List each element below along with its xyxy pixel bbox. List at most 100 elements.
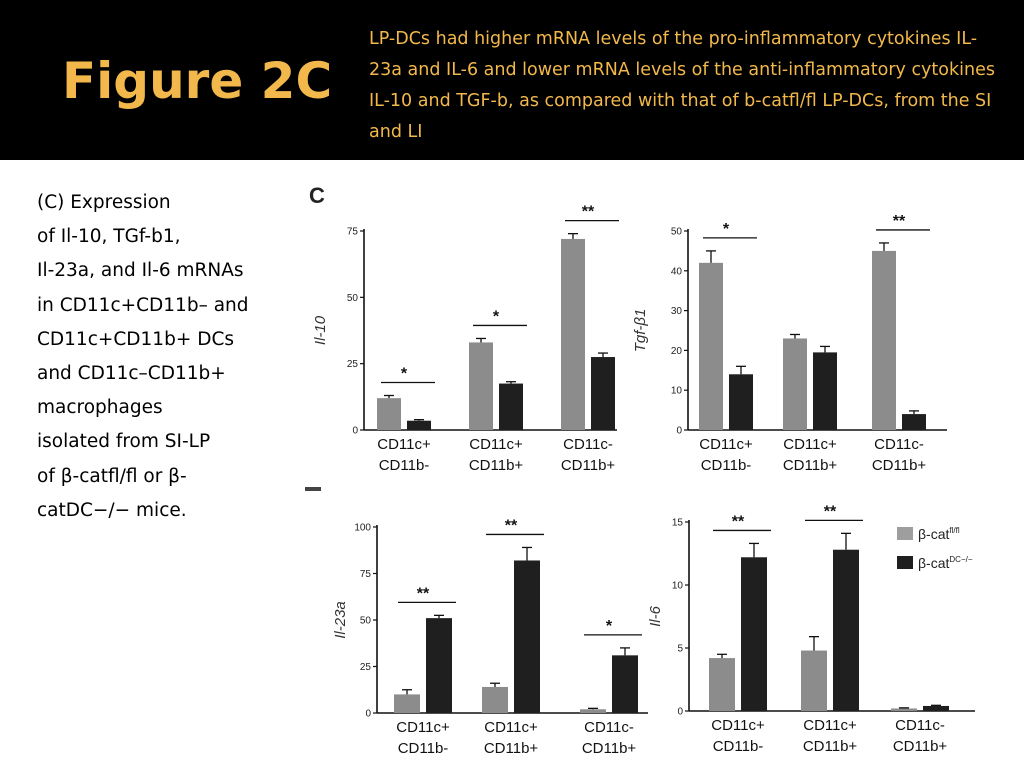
caption-line: Il-23a, and Il-6 mRNAs — [37, 260, 244, 282]
caption-line: catDC−/− mice. — [37, 499, 187, 521]
y-tick-label: 10 — [672, 581, 684, 592]
significance-marker: ** — [505, 517, 518, 534]
category-label: CD11b+ — [469, 457, 524, 474]
y-tick-label: 25 — [347, 359, 359, 370]
y-tick-label: 50 — [347, 293, 359, 304]
bar — [426, 618, 452, 713]
slide-subtitle: LP-DCs had higher mRNA levels of the pro… — [369, 29, 995, 142]
category-label: CD11b- — [379, 457, 430, 474]
y-tick-label: 75 — [347, 227, 359, 238]
category-label: CD11c- — [563, 436, 613, 453]
bar — [407, 420, 431, 430]
y-tick-label: 10 — [671, 386, 683, 397]
bar — [561, 238, 585, 430]
y-tick-label: 40 — [671, 266, 683, 277]
category-label: CD11c+ — [699, 436, 753, 453]
y-tick-label: 15 — [672, 518, 684, 529]
title-bar: Figure 2C LP-DCs had higher mRNA levels … — [0, 0, 1024, 160]
bar — [891, 708, 917, 711]
bar — [783, 338, 807, 430]
category-label: CD11c- — [895, 717, 945, 734]
bar — [729, 374, 753, 430]
chart-panel: 0 25 50 75 100 Il-23a ** CD11c+ CD11b- ** CD11c+ CD… — [332, 517, 648, 757]
cropped-panel-mark — [305, 487, 321, 491]
caption-line: of β-catfl/fl or β- — [37, 465, 187, 487]
bar — [514, 560, 540, 713]
legend: β-catfl/fl β-catDC−/− — [897, 526, 973, 571]
y-tick-label: 0 — [677, 707, 683, 718]
bar — [580, 709, 606, 713]
legend-label-ko: β-catDC−/− — [918, 555, 973, 571]
significance-marker: * — [401, 366, 408, 383]
bar — [709, 658, 735, 711]
category-label: CD11c+ — [783, 436, 837, 453]
category-label: CD11b- — [713, 738, 764, 755]
significance-marker: ** — [824, 503, 837, 520]
category-label: CD11c+ — [803, 717, 857, 734]
category-label: CD11b- — [701, 457, 752, 474]
y-axis-label: Il-10 — [312, 315, 329, 345]
y-tick-label: 50 — [671, 227, 683, 238]
y-tick-label: 25 — [360, 662, 372, 673]
slide-title: Figure 2C — [62, 52, 333, 110]
bar — [499, 383, 523, 430]
y-tick-label: 75 — [360, 569, 372, 580]
caption-line: in CD11c+CD11b– and — [37, 294, 249, 316]
category-label: CD11b- — [398, 740, 449, 757]
category-label: CD11b+ — [783, 457, 838, 474]
significance-marker: ** — [893, 213, 906, 230]
figure-caption: (C) Expression of Il-10, TGf-b1, Il-23a,… — [37, 186, 305, 528]
legend-swatch-flfl — [897, 527, 913, 540]
legend-label-flfl: β-catfl/fl — [918, 526, 960, 542]
bar — [612, 655, 638, 713]
y-tick-label: 5 — [677, 644, 683, 655]
y-tick-label: 20 — [671, 346, 683, 357]
category-label: CD11b+ — [872, 457, 927, 474]
category-label: CD11c- — [584, 719, 634, 736]
bar — [833, 549, 859, 711]
category-label: CD11c- — [874, 436, 924, 453]
bar — [813, 352, 837, 430]
significance-marker: ** — [417, 585, 430, 602]
y-axis-label: Il-23a — [332, 601, 349, 639]
chart-panel: 0 25 50 75 Il-10 * CD11c+ CD11b- * CD11c+ CD11b+ **… — [312, 204, 619, 474]
category-label: CD11b+ — [803, 738, 858, 755]
category-label: CD11b+ — [561, 457, 616, 474]
bar — [923, 705, 949, 711]
category-label: CD11c+ — [377, 436, 431, 453]
caption-line: isolated from SI-LP — [37, 431, 211, 453]
significance-marker: * — [606, 618, 613, 635]
bar — [482, 686, 508, 713]
significance-marker: ** — [582, 204, 595, 221]
y-tick-label: 0 — [676, 426, 682, 437]
category-label: CD11c+ — [396, 719, 450, 736]
chart-panel: 0 10 20 30 40 50 Tgf-β1 * CD11c+ CD11b- CD11c+ CD11… — [632, 213, 947, 474]
category-label: CD11b+ — [484, 740, 539, 757]
caption-line: (C) Expression — [37, 192, 171, 213]
y-tick-label: 0 — [352, 426, 358, 437]
caption-line: and CD11c–CD11b+ — [37, 363, 226, 385]
panel-letter: C — [309, 183, 325, 208]
significance-marker: * — [723, 221, 730, 238]
category-label: CD11c+ — [484, 719, 538, 736]
y-tick-label: 100 — [354, 523, 371, 534]
bar — [377, 398, 401, 430]
category-label: CD11b+ — [582, 740, 637, 757]
y-axis-label: Il-6 — [647, 605, 664, 626]
bar — [902, 414, 926, 430]
bar — [801, 650, 827, 711]
y-tick-label: 0 — [365, 709, 371, 720]
bar — [872, 250, 896, 430]
bar — [741, 557, 767, 711]
chart-panel: 0 5 10 15 Il-6 ** CD11c+ CD11b- ** CD11c+ CD11b+ CD… — [647, 503, 975, 755]
caption-line: macrophages — [37, 397, 163, 419]
bar — [699, 262, 723, 430]
bar — [469, 342, 493, 430]
category-label: CD11c+ — [711, 717, 765, 734]
bar — [591, 357, 615, 430]
bar — [394, 694, 420, 713]
legend-swatch-ko — [897, 556, 913, 569]
category-label: CD11b+ — [893, 738, 948, 755]
y-tick-label: 30 — [671, 306, 683, 317]
significance-marker: ** — [732, 513, 745, 530]
